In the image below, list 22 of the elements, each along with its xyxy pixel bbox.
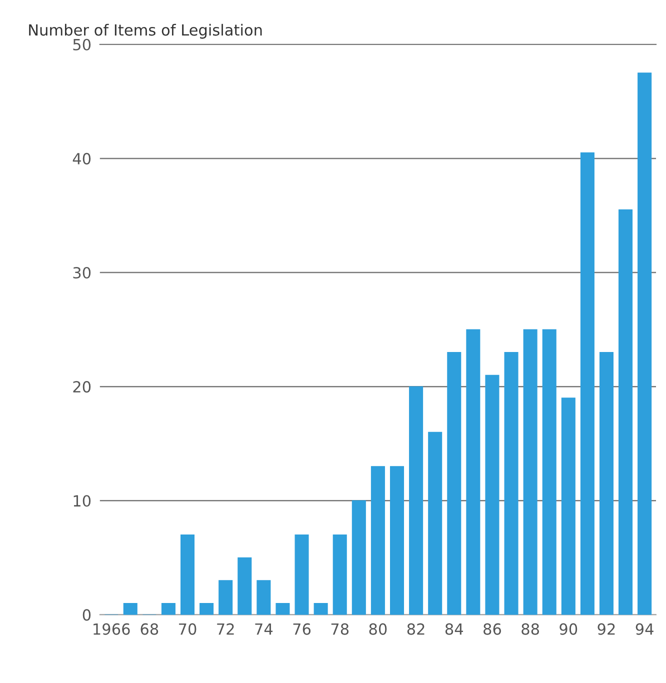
x-tick-label: 76 <box>293 623 311 635</box>
y-tick-label: 30 <box>73 266 91 279</box>
x-tick-label: 72 <box>217 623 234 635</box>
x-tick-label: 80 <box>369 623 387 635</box>
y-tick-label: 10 <box>74 495 91 507</box>
y-tick-label: 50 <box>73 38 91 50</box>
x-tick-label: 90 <box>560 623 578 635</box>
x-tick-label: 1966 <box>94 623 130 635</box>
x-tick-label: 82 <box>407 623 424 635</box>
y-tick-label: 20 <box>73 381 91 393</box>
x-tick-label: 88 <box>522 623 539 635</box>
y-axis-title: Number of Items of Legislation <box>29 24 262 39</box>
x-tick-label: 70 <box>179 623 196 635</box>
x-tick-label: 84 <box>445 623 463 635</box>
x-tick-label: 94 <box>636 623 654 635</box>
x-tick-label: 86 <box>484 623 501 635</box>
y-tick-label: 40 <box>72 152 91 164</box>
x-tick-label: 68 <box>140 623 158 635</box>
y-tick-label: 0 <box>82 609 91 621</box>
x-tick-label: 92 <box>598 623 615 635</box>
x-tick-label: 74 <box>255 624 273 635</box>
x-tick-label: 78 <box>331 623 349 635</box>
